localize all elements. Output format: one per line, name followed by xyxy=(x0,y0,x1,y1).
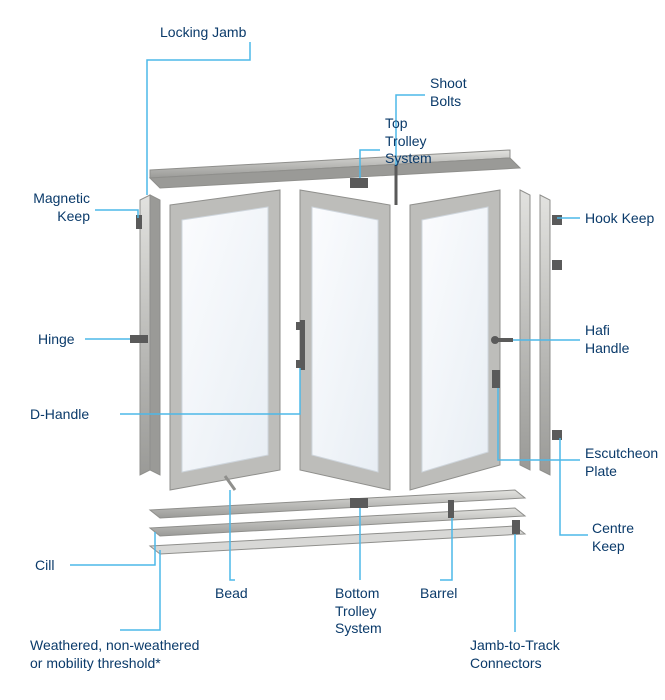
top-track xyxy=(150,150,520,188)
label-jamb-to-track: Jamb-to-Track Connectors xyxy=(470,637,560,672)
label-locking-jamb: Locking Jamb xyxy=(160,24,246,42)
label-hinge: Hinge xyxy=(38,331,75,349)
label-escutcheon: Escutcheon Plate xyxy=(585,445,658,480)
label-magnetic-keep: Magnetic Keep xyxy=(25,190,90,225)
label-top-trolley: Top Trolley System xyxy=(385,115,432,168)
label-hook-keep: Hook Keep xyxy=(585,210,654,228)
label-bead: Bead xyxy=(215,585,248,603)
label-threshold: Weathered, non-weathered or mobility thr… xyxy=(30,637,199,672)
label-shoot-bolts: Shoot Bolts xyxy=(430,75,467,110)
label-d-handle: D-Handle xyxy=(30,406,89,424)
label-centre-keep: Centre Keep xyxy=(592,520,634,555)
door-diagram xyxy=(0,0,665,700)
bottom-tracks xyxy=(150,490,525,554)
label-cill: Cill xyxy=(35,557,54,575)
label-bottom-trolley: Bottom Trolley System xyxy=(335,585,382,638)
door-panel-2 xyxy=(296,190,390,490)
door-panel-1 xyxy=(170,190,280,490)
right-jamb xyxy=(520,190,562,475)
label-barrel: Barrel xyxy=(420,585,457,603)
label-hafi-handle: Hafi Handle xyxy=(585,322,629,357)
